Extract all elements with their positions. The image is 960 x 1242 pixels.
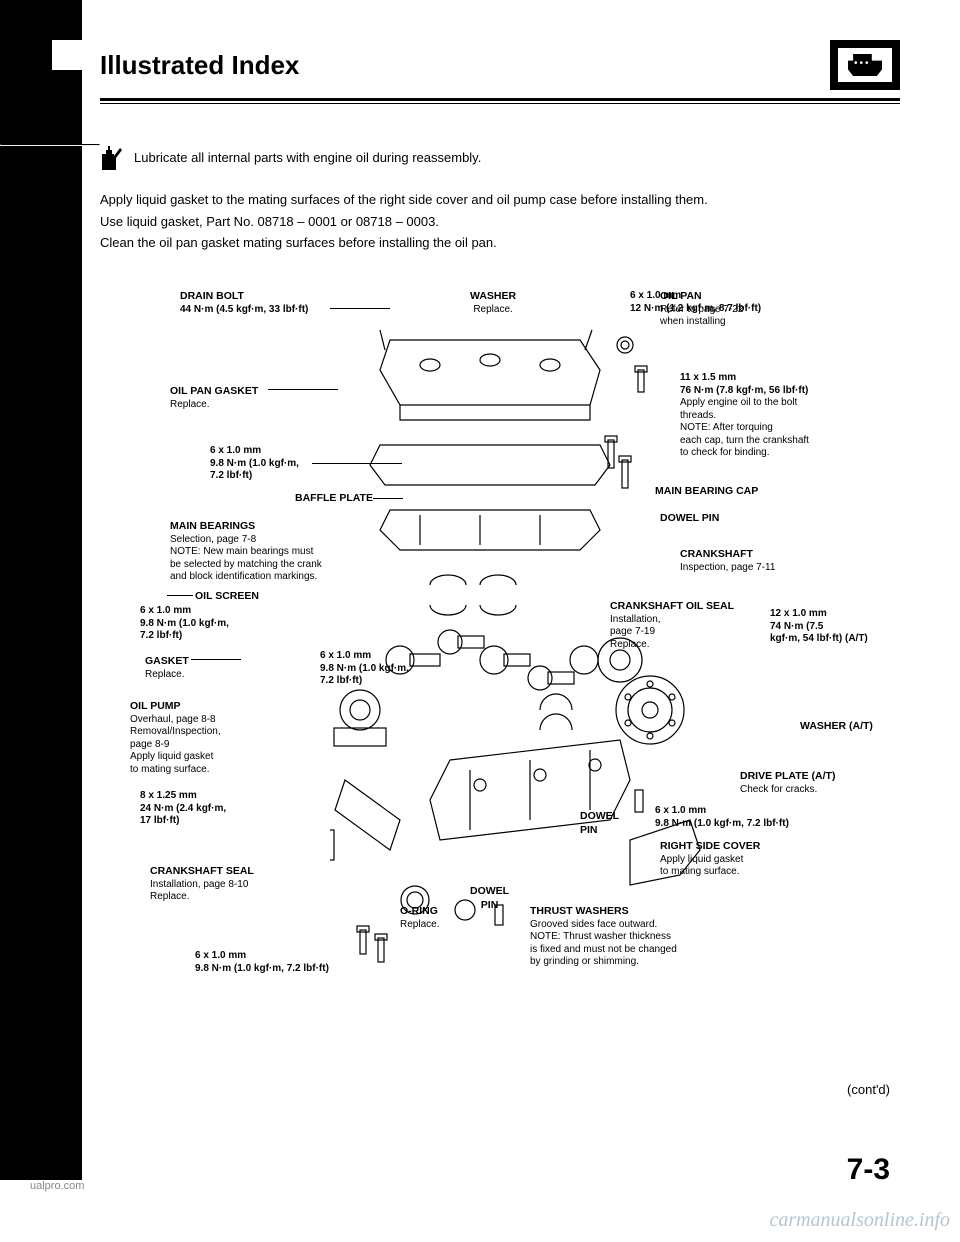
rule-thick <box>100 98 900 101</box>
label-crankshaft: CRANKSHAFT Inspection, page 7-11 <box>680 548 775 574</box>
label-gasket: GASKET Replace. <box>145 655 189 681</box>
label-bolt-12x10: 12 x 1.0 mm 74 N·m (7.5 kgf·m, 54 lbf·ft… <box>770 608 868 646</box>
label-bolt-6x10-c: 6 x 1.0 mm 9.8 N·m (1.0 kgf·m, 7.2 lbf·f… <box>140 605 229 643</box>
label-oring: O-RING Replace. <box>400 905 439 931</box>
label-bolt-11x15: 11 x 1.5 mm 76 N·m (7.8 kgf·m, 56 lbf·ft… <box>680 372 809 460</box>
page-title: Illustrated Index <box>100 50 299 81</box>
label-bolt-8x125: 8 x 1.25 mm 24 N·m (2.4 kgf·m, 17 lbf·ft… <box>140 790 226 828</box>
page-number: 7-3 <box>847 1153 890 1187</box>
label-washer: WASHER Replace. <box>470 290 516 316</box>
label-bolt-6x10-b: 6 x 1.0 mm 9.8 N·m (1.0 kgf·m, 7.2 lbf·f… <box>210 445 299 483</box>
page-binding-notch <box>52 0 82 40</box>
label-oil-screen: OIL SCREEN <box>195 590 259 604</box>
label-drive-plate: DRIVE PLATE (A/T) Check for cracks. <box>740 770 835 796</box>
label-main-bearing-cap: MAIN BEARING CAP <box>655 485 758 499</box>
label-dowel-pin-center: DOWEL PIN <box>580 810 619 837</box>
label-bolt-6x10-d: 6 x 1.0 mm 9.8 N·m (1.0 kgf·m, 7.2 lbf·f… <box>320 650 409 688</box>
label-bolt-6x10-e: 6 x 1.0 mm 9.8 N·m (1.0 kgf·m, 7.2 lbf·f… <box>655 805 789 830</box>
label-crank-oil-seal: CRANKSHAFT OIL SEAL Installation, page 7… <box>610 600 734 651</box>
label-baffle-plate: BAFFLE PLATE <box>295 492 373 506</box>
page-binding-edge <box>0 0 52 1180</box>
page-binding-notch2 <box>52 70 82 1180</box>
engine-icon <box>830 40 900 90</box>
label-thrust-washers: THRUST WASHERS Grooved sides face outwar… <box>530 905 677 969</box>
watermark: carmanualsonline.info <box>769 1209 950 1232</box>
oil-can-icon <box>100 144 124 172</box>
label-oil-pump: OIL PUMP Overhaul, page 8-8 Removal/Insp… <box>130 700 221 776</box>
label-right-side-cover: RIGHT SIDE COVER Apply liquid gasket to … <box>660 840 760 879</box>
label-crankshaft-seal: CRANKSHAFT SEAL Installation, page 8-10 … <box>150 865 254 904</box>
label-oil-pan-gasket: OIL PAN GASKET Replace. <box>170 385 258 411</box>
intro-p1: Apply liquid gasket to the mating surfac… <box>100 190 900 210</box>
exploded-diagram: DRAIN BOLT 44 N·m (4.5 kgf·m, 33 lbf·ft)… <box>100 290 890 1060</box>
label-oil-pan: OIL PAN Refer to page 7-22 when installi… <box>660 290 743 329</box>
footer-site-left: ualpro.com <box>30 1180 84 1192</box>
label-washer-at: WASHER (A/T) <box>800 720 873 734</box>
label-dowel-pin-right: DOWEL PIN <box>660 512 719 526</box>
label-bolt-6x10-f: 6 x 1.0 mm 9.8 N·m (1.0 kgf·m, 7.2 lbf·f… <box>195 950 329 975</box>
intro-p3: Clean the oil pan gasket mating surfaces… <box>100 233 900 253</box>
lubricate-note: Lubricate all internal parts with engine… <box>134 148 481 168</box>
contd-note: (cont'd) <box>847 1082 890 1097</box>
intro-p2: Use liquid gasket, Part No. 08718 – 0001… <box>100 212 900 232</box>
label-drain-bolt: DRAIN BOLT 44 N·m (4.5 kgf·m, 33 lbf·ft) <box>180 290 308 316</box>
rule-side <box>0 144 100 146</box>
label-dowel-pin-left: DOWEL PIN <box>470 885 509 912</box>
label-main-bearings: MAIN BEARINGS Selection, page 7-8 NOTE: … <box>170 520 322 584</box>
rule-thin <box>100 103 900 104</box>
